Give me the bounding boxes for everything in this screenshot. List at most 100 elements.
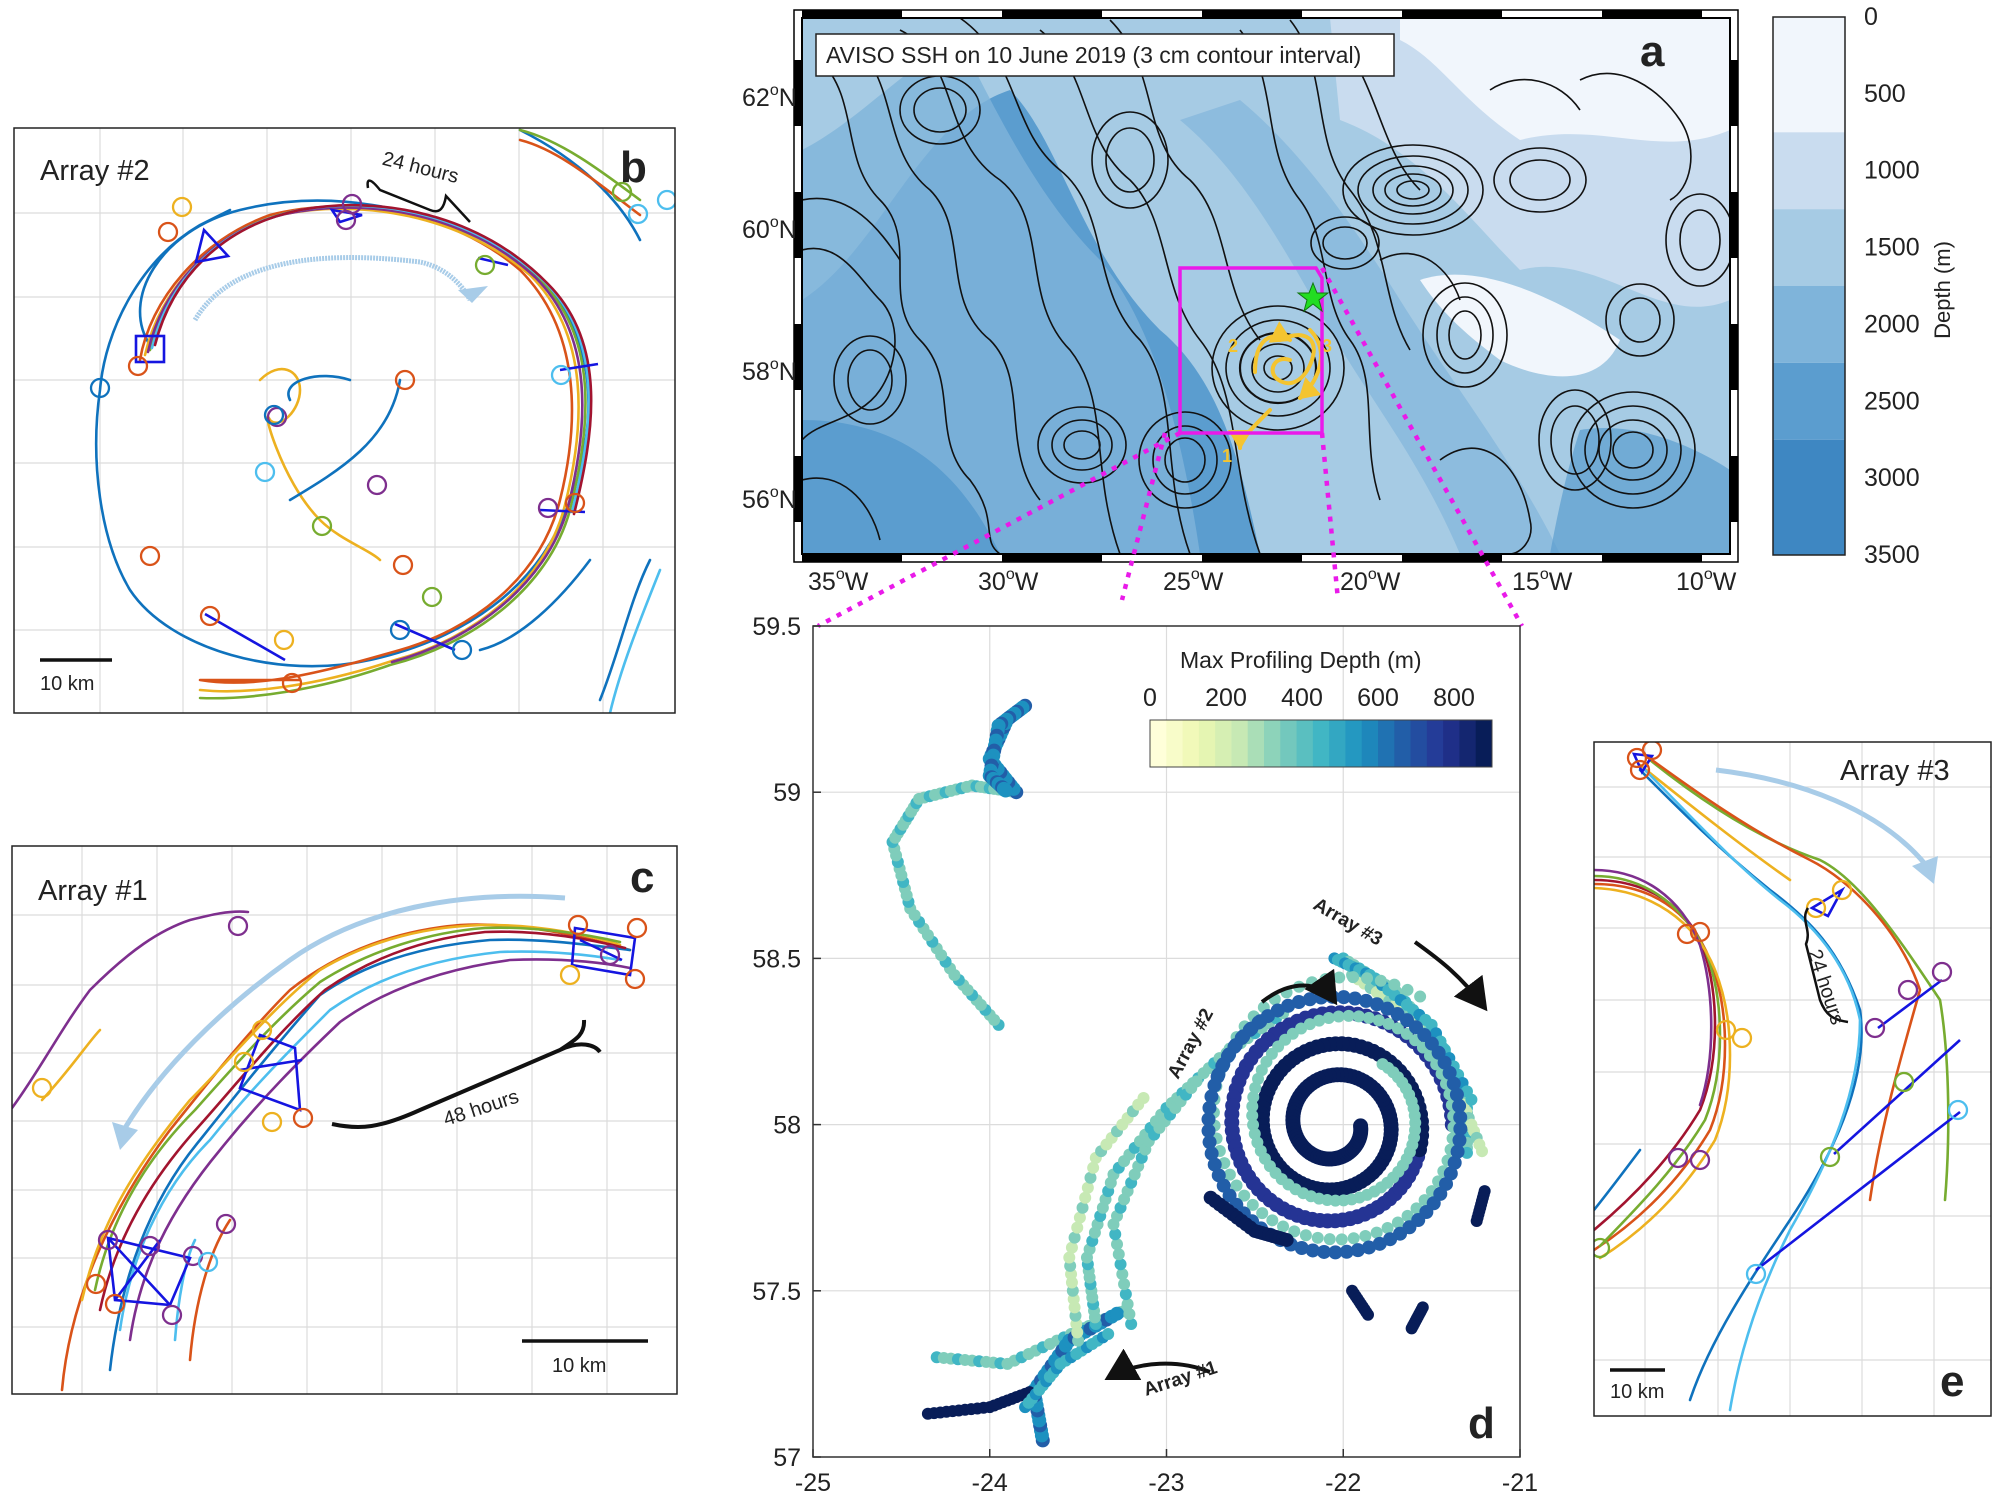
depth-colorbar-label: Depth (m) [1930, 241, 1955, 339]
study-region-box [1178, 266, 1324, 435]
float-track [886, 779, 1018, 1031]
lat-62-num: 62 [742, 84, 770, 112]
x-tick-label: -25 [795, 1469, 831, 1497]
profile-dot [1319, 973, 1332, 986]
profile-dot [1333, 971, 1346, 984]
panel-c-scale-label: 10 km [552, 1355, 606, 1377]
profile-dot [1313, 1014, 1326, 1027]
float-track [1470, 1185, 1491, 1227]
profile-dot [1452, 1098, 1467, 1113]
brace-e [1803, 907, 1849, 1024]
mooring-star-icon [1296, 281, 1330, 313]
panel-c-grid [12, 846, 677, 1394]
svg-text:20oW: 20oW [1340, 566, 1401, 596]
profiling-band [1312, 720, 1330, 767]
profile-dot [1439, 1176, 1454, 1191]
flow-arrow-e [1715, 767, 1927, 866]
profiling-band [1296, 720, 1314, 767]
y-tick-label: 59 [773, 779, 801, 807]
profile-dot [1299, 1229, 1312, 1242]
profile-dot [1110, 1306, 1125, 1321]
profile-dot [1405, 1322, 1418, 1335]
profile-dot [1116, 1268, 1129, 1281]
profile-dot [1352, 1010, 1365, 1023]
profiling-tick-label: 400 [1281, 684, 1323, 712]
profiling-band [1443, 720, 1460, 767]
float-track [921, 1386, 1036, 1420]
profile-dot [1279, 1232, 1294, 1247]
profile-dot [1246, 1100, 1259, 1113]
depth-tick-label: 1000 [1864, 157, 1920, 185]
profile-dot [1391, 1216, 1404, 1229]
float-track [1405, 1301, 1429, 1335]
profile-dot [1246, 1109, 1259, 1122]
flow-arrow-c [122, 893, 566, 1130]
profiling-band [1182, 720, 1200, 767]
profile-dot [1291, 995, 1306, 1010]
panel-a-lon-ticks: 35oW 30oW 25oW 20oW 15oW 10oW [808, 566, 1737, 596]
svg-text:10oW: 10oW [1676, 566, 1737, 596]
profile-dot [1247, 1091, 1260, 1104]
svg-text:62oN: 62oN [742, 82, 797, 112]
profile-dot [1446, 1076, 1461, 1091]
profiling-band [1345, 720, 1363, 767]
y-tick-label: 58 [773, 1112, 801, 1140]
profile-dot [1190, 1075, 1203, 1088]
profile-dot [1361, 1308, 1374, 1321]
profile-dot [1109, 1228, 1122, 1241]
profile-dot [1347, 1232, 1360, 1245]
profiling-tick-label: 600 [1357, 684, 1399, 712]
svg-text:15oW: 15oW [1512, 566, 1573, 596]
profile-dot [1362, 1011, 1375, 1024]
panel-d-letter: d [1468, 1399, 1495, 1448]
profile-dot [1210, 1069, 1225, 1084]
profiling-band [1280, 720, 1298, 767]
x-tick-label: -24 [972, 1469, 1008, 1497]
profile-dot [1294, 1241, 1309, 1256]
panel-b-letter: b [620, 143, 647, 192]
eddy-paths [1228, 321, 1323, 450]
profile-dot [1450, 1144, 1465, 1159]
profile-dot [1202, 1100, 1217, 1115]
profile-dot [1361, 1240, 1376, 1255]
profile-dot [1102, 1328, 1115, 1341]
svg-text:58oN: 58oN [742, 356, 797, 386]
profile-dot [1288, 1225, 1301, 1238]
profile-dot [1207, 1157, 1222, 1172]
profile-dot [1317, 1244, 1332, 1259]
profiling-band [1410, 720, 1428, 767]
profile-dot [1443, 1166, 1458, 1181]
panel-c-array-1: 48 hours Array #1 c 10 km [11, 845, 678, 1395]
bathymetry-ridge [1180, 100, 1560, 554]
profile-dot [1350, 1243, 1365, 1258]
profile-dot [1246, 1198, 1259, 1211]
array-2-arrow [1260, 968, 1338, 1006]
profile-dot [1374, 974, 1387, 987]
panel-b-scale-label: 10 km [40, 673, 94, 695]
depth-tick-label: 2500 [1864, 387, 1920, 415]
profiling-band [1378, 720, 1395, 767]
profile-dot [1068, 1231, 1081, 1244]
profiling-band [1231, 720, 1249, 767]
profile-dot [1359, 993, 1374, 1008]
profile-dot [1119, 1288, 1132, 1301]
float-track [1107, 1075, 1203, 1331]
profile-dot [1071, 1221, 1084, 1234]
depth-colorbar: 0 500 1000 1500 2000 2500 3000 3500 Depth (m) [1772, 3, 1955, 569]
y-tick-label: 57 [773, 1444, 801, 1472]
x-tick-label: -22 [1325, 1469, 1361, 1497]
profile-dot [1305, 1243, 1320, 1258]
panel-b-float-rings [89, 181, 675, 694]
bathymetry-shelf-mid [1420, 274, 1620, 377]
profile-dot [1256, 1207, 1269, 1220]
panel-e-array-3: 24 hours Array #3 e 10 km [1593, 741, 1992, 1417]
svg-text:60oN: 60oN [742, 214, 797, 244]
y-tick-label: 59.5 [752, 613, 801, 641]
profile-dot [1332, 1010, 1345, 1023]
zebra-border [794, 10, 1738, 562]
brace-c [331, 1019, 602, 1130]
profile-dot [1382, 1017, 1395, 1030]
bathymetry-shelf-east2 [1400, 18, 1730, 142]
profile-dot [1401, 1209, 1414, 1222]
depth-band-1 [1773, 132, 1845, 210]
